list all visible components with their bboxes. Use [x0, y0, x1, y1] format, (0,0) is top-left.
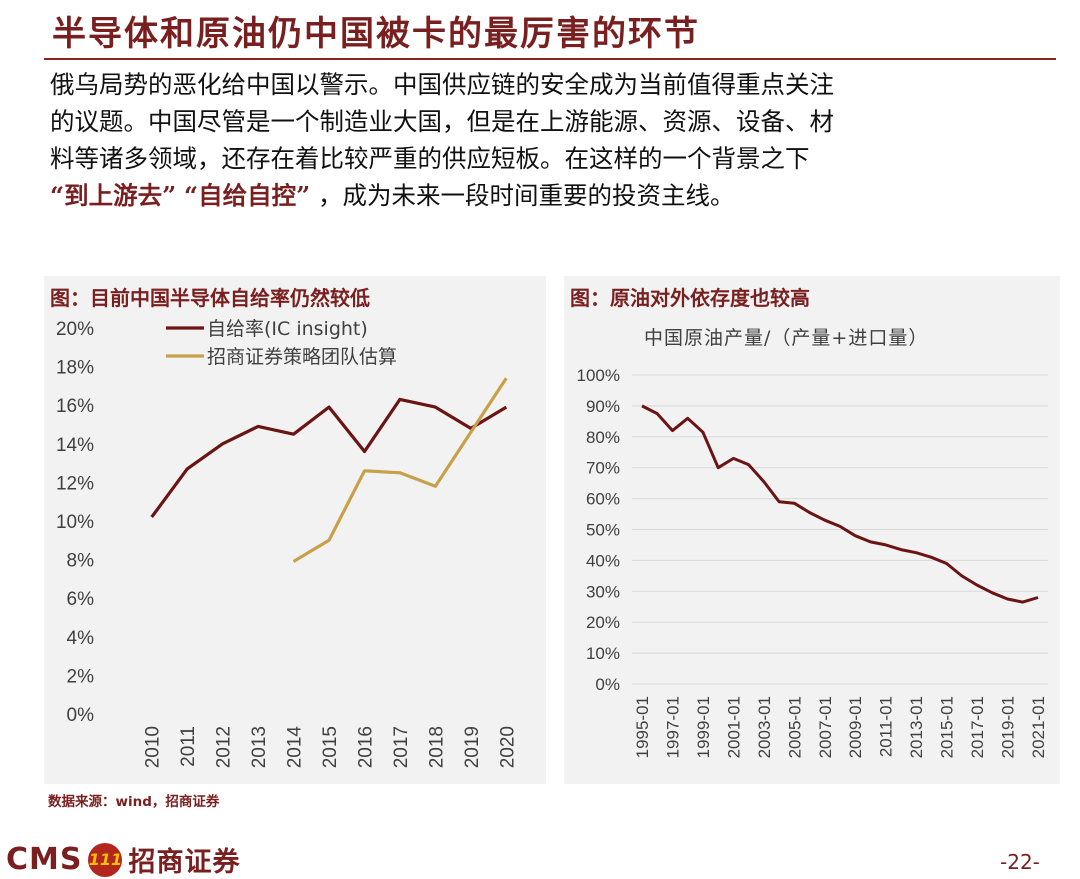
x-tick-label: 2021-01 [1029, 696, 1048, 758]
x-tick-label: 2003-01 [755, 696, 774, 758]
y-tick-label: 6% [67, 589, 95, 610]
x-tick-label: 2017 [391, 726, 412, 768]
x-tick-label: 2016 [355, 726, 376, 768]
y-tick-label: 50% [586, 521, 620, 540]
title-divider [44, 58, 1056, 60]
y-tick-label: 0% [67, 705, 95, 726]
x-tick-label: 2020 [497, 726, 518, 768]
legend-label: 自给率(IC insight) [207, 318, 368, 340]
x-tick-label: 1995-01 [633, 696, 652, 758]
x-tick-label: 2019-01 [999, 696, 1018, 758]
x-tick-label: 2017-01 [968, 696, 987, 758]
x-tick-label: 2010 [143, 726, 164, 768]
x-tick-label: 2012 [214, 726, 235, 768]
chart-subtitle: 中国原油产量/（产量+进口量） [644, 327, 928, 349]
y-tick-label: 8% [67, 551, 95, 572]
y-tick-label: 12% [56, 473, 94, 494]
y-tick-label: 10% [56, 512, 94, 533]
y-tick-label: 30% [586, 582, 620, 601]
page-number: -22- [1000, 850, 1040, 874]
y-tick-label: 40% [586, 551, 620, 570]
data-source: 数据来源：wind，招商证券 [48, 794, 220, 810]
paragraph-line-3: 料等诸多领域，还存在着比较严重的供应短板。在这样的一个背景之下 [50, 144, 810, 173]
x-tick-label: 2015-01 [938, 696, 957, 758]
x-tick-label: 2015 [320, 726, 341, 768]
quote-upstream: “到上游去” [50, 181, 177, 210]
logo-chinese-name: 招商证券 [128, 847, 241, 878]
x-tick-label: 2018 [426, 726, 447, 768]
legend-label: 招商证券策略团队估算 [207, 346, 397, 368]
y-tick-label: 2% [67, 666, 95, 687]
series-line-ic-insight [150, 397, 508, 519]
body-paragraph: 俄乌局势的恶化给中国以警示。中国供应链的安全成为当前值得重点关注 的议题。中国尽… [50, 66, 1060, 214]
x-tick-label: 2005-01 [785, 696, 804, 758]
quote-self-control: “自给自控” [183, 181, 311, 210]
y-tick-label: 60% [586, 490, 620, 509]
y-tick-label: 80% [586, 428, 620, 447]
x-tick-label: 2011-01 [877, 696, 896, 757]
crude-oil-chart: 中国原油产量/（产量+进口量） 0% 10% 20% 30% 40% 50% 60% 70% 80… [577, 327, 1048, 758]
x-tick-label: 2013 [249, 726, 270, 768]
y-tick-label: 14% [56, 435, 94, 456]
y-tick-label: 100% [577, 366, 620, 385]
crude-oil-chart-title: 图：原油对外依存度也较高 [570, 286, 810, 310]
x-tick-label: 1999-01 [694, 696, 713, 758]
y-tick-label: 0% [595, 675, 620, 694]
slide-title: 半导体和原油仍中国被卡的最厉害的环节 [52, 14, 700, 54]
semiconductor-chart: 0% 2% 4% 6% 8% 10% 12% 14% 16% 18% 20% 2010 2011 2012… [56, 318, 518, 769]
company-logo: CMS 111 招商证券 [6, 840, 240, 879]
series-line-oil-ratio [641, 404, 1039, 604]
semiconductor-chart-panel: 图：目前中国半导体自给率仍然较低 0% 2% 4% 6% 8% 10% 12% 14% 16% 1… [44, 276, 546, 784]
semiconductor-chart-title: 图：目前中国半导体自给率仍然较低 [50, 286, 370, 310]
y-tick-label: 18% [56, 358, 94, 379]
y-tick-label: 4% [67, 628, 95, 649]
y-tick-label: 90% [586, 397, 620, 416]
x-tick-label: 2013-01 [907, 696, 926, 758]
logo-cms-text: CMS [6, 842, 83, 877]
paragraph-line-4-rest: ，成为未来一段时间重要的投资主线。 [317, 181, 735, 210]
paragraph-line-2: 的议题。中国尽管是一个制造业大国，但是在上游能源、资源、设备、材 [50, 107, 834, 136]
x-tick-label: 2011 [178, 726, 199, 767]
x-tick-label: 2014 [285, 726, 306, 769]
x-tick-label: 2019 [462, 726, 483, 768]
crude-oil-chart-panel: 图：原油对外依存度也较高 中国原油产量/（产量+进口量） 0% 10% 20% 30% 4… [564, 276, 1060, 784]
paragraph-line-1: 俄乌局势的恶化给中国以警示。中国供应链的安全成为当前值得重点关注 [50, 70, 834, 99]
series-line-cms-estimate [292, 377, 508, 563]
y-tick-label: 70% [586, 459, 620, 478]
y-tick-label: 10% [586, 644, 620, 663]
y-tick-label: 20% [586, 613, 620, 632]
y-tick-label: 20% [56, 319, 94, 340]
logo-mark-icon: 111 [88, 842, 123, 877]
x-tick-label: 1997-01 [663, 696, 682, 758]
x-tick-label: 2009-01 [846, 696, 865, 758]
y-tick-label: 16% [56, 396, 94, 417]
paragraph-line-4: “到上游去” “自给自控” ，成为未来一段时间重要的投资主线。 [50, 177, 1060, 214]
x-tick-label: 2007-01 [816, 696, 835, 758]
x-tick-label: 2001-01 [724, 696, 743, 758]
